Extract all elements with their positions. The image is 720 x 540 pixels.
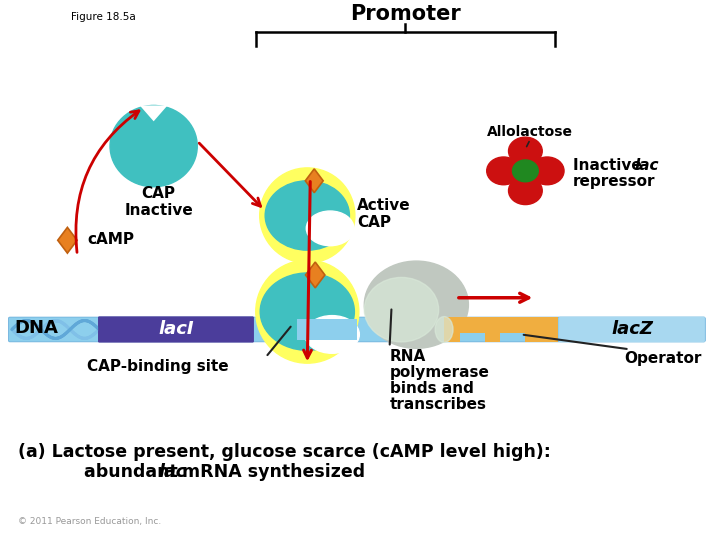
Text: lac: lac: [158, 463, 186, 481]
Text: lac: lac: [634, 158, 659, 173]
Ellipse shape: [513, 160, 539, 182]
Text: lacI: lacI: [158, 320, 194, 338]
Text: RNA: RNA: [390, 349, 426, 364]
Ellipse shape: [508, 137, 542, 165]
Ellipse shape: [110, 105, 197, 187]
Text: transcribes: transcribes: [390, 397, 487, 412]
Text: binds and: binds and: [390, 381, 474, 396]
Polygon shape: [305, 169, 323, 193]
Ellipse shape: [531, 157, 564, 185]
Text: © 2011 Pearson Education, Inc.: © 2011 Pearson Education, Inc.: [18, 517, 161, 526]
Polygon shape: [140, 105, 168, 122]
Text: CAP: CAP: [142, 186, 176, 201]
Text: Figure 18.5a: Figure 18.5a: [71, 12, 136, 22]
Polygon shape: [305, 262, 325, 288]
Text: DNA: DNA: [14, 320, 58, 338]
Text: lacZ: lacZ: [611, 320, 653, 338]
Text: Operator: Operator: [624, 352, 702, 366]
Text: polymerase: polymerase: [390, 365, 490, 380]
Ellipse shape: [305, 315, 359, 353]
FancyBboxPatch shape: [559, 316, 705, 342]
FancyBboxPatch shape: [98, 316, 253, 342]
Polygon shape: [58, 227, 77, 253]
Text: (a) Lactose present, glucose scarce (cAMP level high):: (a) Lactose present, glucose scarce (cAM…: [18, 443, 551, 462]
FancyBboxPatch shape: [9, 317, 706, 342]
FancyBboxPatch shape: [98, 316, 253, 342]
Circle shape: [511, 157, 539, 185]
Ellipse shape: [364, 261, 469, 348]
Circle shape: [260, 168, 355, 263]
Text: lacI: lacI: [158, 320, 194, 338]
Text: abundant: abundant: [48, 463, 184, 481]
Text: Promoter: Promoter: [350, 4, 461, 24]
Text: cAMP: cAMP: [87, 232, 134, 247]
Text: Active: Active: [357, 198, 410, 213]
Text: Inactive: Inactive: [573, 158, 647, 173]
Text: repressor: repressor: [573, 174, 655, 190]
Circle shape: [256, 260, 359, 363]
Text: Inactive: Inactive: [125, 202, 193, 218]
Text: Allolactose: Allolactose: [487, 125, 573, 139]
Ellipse shape: [265, 181, 349, 250]
Text: mRNA synthesized: mRNA synthesized: [176, 463, 366, 481]
FancyBboxPatch shape: [297, 319, 357, 340]
Polygon shape: [444, 316, 558, 342]
Text: CAP: CAP: [357, 215, 391, 230]
Ellipse shape: [508, 177, 542, 205]
Ellipse shape: [260, 273, 354, 350]
Ellipse shape: [364, 278, 438, 342]
Text: CAP-binding site: CAP-binding site: [87, 359, 229, 374]
Ellipse shape: [487, 157, 521, 185]
Ellipse shape: [435, 316, 453, 342]
Ellipse shape: [306, 211, 354, 246]
